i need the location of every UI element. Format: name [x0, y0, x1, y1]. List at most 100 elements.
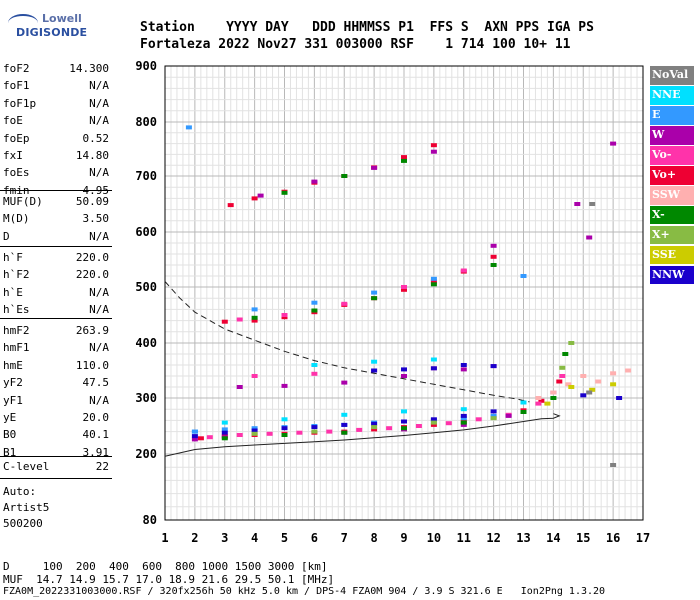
- data-point-nnw: [281, 426, 288, 431]
- data-point-noval: [610, 463, 617, 467]
- data-point-e: [430, 276, 437, 281]
- c-level-value: 22: [95, 460, 109, 473]
- param-label: hmF2: [3, 324, 30, 337]
- data-point-vo-: [401, 287, 407, 292]
- param-value: N/A: [89, 303, 109, 317]
- data-point-nne: [311, 363, 318, 367]
- param-label: yF2: [3, 376, 23, 390]
- param-row: foF1p N/A: [0, 95, 112, 112]
- param-row: h`F 220.0: [0, 249, 112, 266]
- data-point-nne: [401, 409, 407, 414]
- data-point-w: [191, 437, 198, 442]
- auto-line: Artist5: [3, 501, 50, 514]
- param-group4: hmF2 263.9 hmF1 N/A hmE 110.0 yF2 47.5 yF1 N/A yE 2…: [0, 322, 112, 461]
- param-label: foF1: [3, 79, 30, 93]
- data-point-w: [371, 165, 378, 170]
- c-level-row: C-level 22: [0, 458, 112, 475]
- data-point-ssw: [580, 374, 587, 378]
- param-value: 0.52: [82, 131, 110, 145]
- data-point-vo-: [490, 254, 497, 259]
- data-point-x-: [251, 315, 258, 320]
- c-level-label: C-level: [3, 460, 50, 473]
- x-tick-label: 5: [281, 531, 288, 545]
- data-point-x-: [251, 431, 258, 436]
- data-point-vo-: [415, 424, 422, 428]
- param-value: N/A: [89, 393, 109, 407]
- data-point-w: [257, 193, 264, 198]
- y-tick-label: 600: [135, 225, 157, 239]
- data-point-vo-: [535, 401, 542, 406]
- data-point-e: [251, 426, 258, 431]
- data-point-vo-: [251, 196, 258, 201]
- y-tick-label: 700: [135, 169, 157, 183]
- x-tick-label: 15: [576, 531, 590, 545]
- data-point-x-: [281, 190, 288, 195]
- data-point-x-: [568, 341, 575, 345]
- param-value: N/A: [89, 229, 109, 243]
- footer-line2: MUF 14.7 14.9 15.7 17.0 18.9 21.6 29.5 5…: [3, 573, 335, 586]
- data-point-vo-: [236, 433, 243, 437]
- data-point-nnw: [401, 419, 407, 424]
- data-point-e: [221, 427, 228, 432]
- param-row: yF2 47.5: [0, 374, 112, 391]
- param-row: fxI 14.80: [0, 147, 112, 164]
- plot-frame: [164, 65, 644, 521]
- x-tick-label: 7: [341, 531, 348, 545]
- data-point-sse: [544, 401, 551, 406]
- data-point-e: [520, 274, 527, 278]
- param-value: 110.0: [75, 358, 109, 372]
- data-point-w: [341, 380, 348, 385]
- y-tick-label: 300: [135, 391, 157, 405]
- data-point-nnw: [191, 434, 198, 439]
- x-tick-label: 13: [516, 531, 530, 545]
- x-tick-label: 3: [221, 531, 228, 545]
- param-row: fmin 4.95: [0, 182, 112, 199]
- param-row: h`E N/A: [0, 284, 112, 301]
- data-point-e: [185, 125, 192, 130]
- data-point-w: [236, 385, 243, 389]
- x-tick-label: 8: [371, 531, 378, 545]
- param-value: N/A: [89, 341, 109, 355]
- data-point-vo-: [221, 319, 228, 324]
- logo-line1: Lowell: [42, 12, 82, 25]
- data-point-vo-: [311, 371, 318, 376]
- param-label: h`Es: [3, 303, 30, 317]
- data-point-vo-: [430, 143, 437, 148]
- param-label: B1: [3, 445, 17, 459]
- data-point-sse: [610, 382, 617, 387]
- data-point-x-: [550, 396, 557, 400]
- x-tick-label: 1: [161, 531, 168, 545]
- param-value: 220.0: [75, 268, 109, 282]
- data-point-w: [401, 374, 407, 378]
- data-point-vo-: [296, 430, 303, 435]
- param-label: yF1: [3, 393, 23, 407]
- y-tick-label: 500: [135, 280, 157, 294]
- param-label: foEs: [3, 166, 30, 180]
- data-point-vo-: [251, 374, 258, 378]
- param-value: 40.1: [82, 428, 110, 442]
- legend-item: X-: [650, 205, 694, 225]
- x-tick-label: 12: [486, 531, 500, 545]
- legend-item: Vo-: [650, 145, 694, 165]
- param-group1: foF2 14.300 foF1 N/A foF1p N/A foE N/A foEp 0.52 f…: [0, 60, 112, 199]
- data-point-nnw: [251, 428, 258, 433]
- param-label: D: [3, 229, 10, 243]
- param-value: N/A: [89, 114, 109, 128]
- data-point-vo-: [460, 268, 467, 273]
- param-row: hmF1 N/A: [0, 339, 112, 356]
- data-point-nne: [221, 420, 228, 425]
- param-value: 14.80: [75, 148, 109, 162]
- data-point-nnw: [221, 430, 228, 435]
- data-point-noval: [589, 202, 596, 206]
- y-tick-label: 200: [135, 447, 157, 461]
- param-label: fxI: [3, 148, 23, 162]
- param-value: 220.0: [75, 251, 109, 264]
- param-label: foEp: [3, 131, 30, 145]
- data-point-x-: [430, 420, 437, 425]
- param-row: foEp 0.52: [0, 130, 112, 147]
- data-point-w: [430, 149, 437, 154]
- param-label: h`F2: [3, 268, 30, 282]
- param-value: 14.300: [69, 62, 109, 75]
- legend-item: NNW: [650, 265, 694, 285]
